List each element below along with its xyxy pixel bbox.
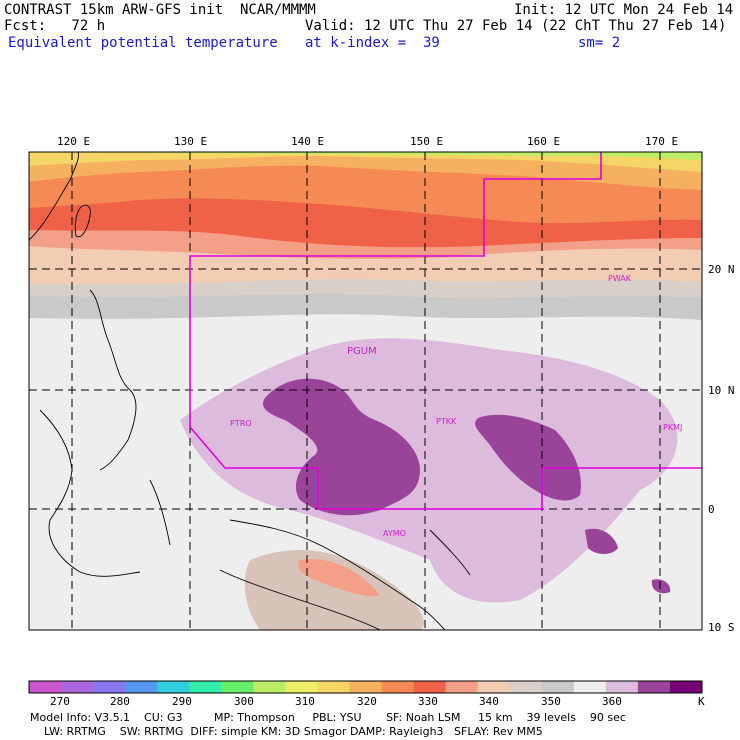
colorbar-swatch [29, 681, 62, 693]
field-name: Equivalent potential temperature [8, 35, 278, 51]
level-info: at k-index = 39 [305, 35, 440, 51]
station-pkmj: PKMJ [663, 423, 682, 432]
region-boundary [189, 152, 702, 510]
header-init: Init: 12 UTC Mon 24 Feb 14 [514, 2, 734, 18]
header-valid: Valid: 12 UTC Thu 27 Feb 14 (22 ChT Thu … [305, 18, 727, 34]
cb-label-280: 280 [110, 695, 130, 708]
cb-unit: K [698, 695, 705, 708]
station-ptro: PTRO [230, 419, 252, 428]
lat-label-eq: 0 [708, 503, 715, 516]
colorbar-swatch [637, 681, 671, 693]
colorbar-swatch [669, 681, 703, 693]
colorbar-swatch [541, 681, 575, 693]
lat-label-10n: 10 N [708, 384, 735, 397]
station-pwak: PWAK [608, 274, 632, 283]
colorbar-swatch [61, 681, 94, 693]
map-frame [28, 151, 703, 631]
smoothing-info: sm= 2 [578, 35, 621, 51]
model-info-line1: Model Info: V3.5.1 CU: G3 MP: Thompson P… [30, 711, 626, 724]
cb-label-270: 270 [50, 695, 70, 708]
cb-label-350: 350 [541, 695, 561, 708]
lat-label-20n: 20 N [708, 263, 735, 276]
colorbar-swatch [317, 681, 350, 693]
cb-label-310: 310 [295, 695, 315, 708]
lon-label-160: 160 E [527, 135, 561, 148]
header-fcst: Fcst: 72 h [4, 18, 106, 34]
cb-label-360: 360 [602, 695, 622, 708]
lon-label-140: 140 E [291, 135, 325, 148]
colorbar-swatch [445, 681, 478, 693]
model-info-line2: LW: RRTMG SW: RRTMG DIFF: simple KM: 3D … [30, 725, 543, 738]
colorbar-swatch [381, 681, 414, 693]
colorbar-frame [28, 680, 703, 694]
colorbar-swatch [509, 681, 543, 693]
colorbar-swatch [349, 681, 382, 693]
colorbar-swatch [285, 681, 318, 693]
colorbar-swatch [93, 681, 126, 693]
colorbar-swatch [189, 681, 222, 693]
lon-label-120: 120 E [57, 135, 91, 148]
lon-label-170: 170 E [645, 135, 679, 148]
station-pgum: PGUM [347, 346, 377, 357]
coastlines [29, 152, 471, 630]
cb-label-330: 330 [418, 695, 438, 708]
station-ptkk: PTKK [436, 417, 457, 426]
station-aymo: AYMO [383, 529, 406, 538]
theta-e-field [29, 152, 702, 630]
cb-label-340: 340 [479, 695, 499, 708]
colorbar [28, 680, 703, 694]
colorbar-swatch [477, 681, 511, 693]
lon-label-150: 150 E [410, 135, 444, 148]
colorbar-swatch [605, 681, 639, 693]
lon-label-130: 130 E [174, 135, 208, 148]
cb-label-290: 290 [172, 695, 192, 708]
cb-label-320: 320 [357, 695, 377, 708]
lat-label-10s: 10 S [708, 621, 735, 634]
colorbar-swatch [157, 681, 190, 693]
colorbar-swatch [221, 681, 254, 693]
colorbar-swatch [413, 681, 446, 693]
colorbar-swatch [125, 681, 158, 693]
cb-label-300: 300 [234, 695, 254, 708]
colorbar-swatch [573, 681, 607, 693]
colorbar-swatch [253, 681, 286, 693]
header-title: CONTRAST 15km ARW-GFS init NCAR/MMMM [4, 2, 316, 18]
